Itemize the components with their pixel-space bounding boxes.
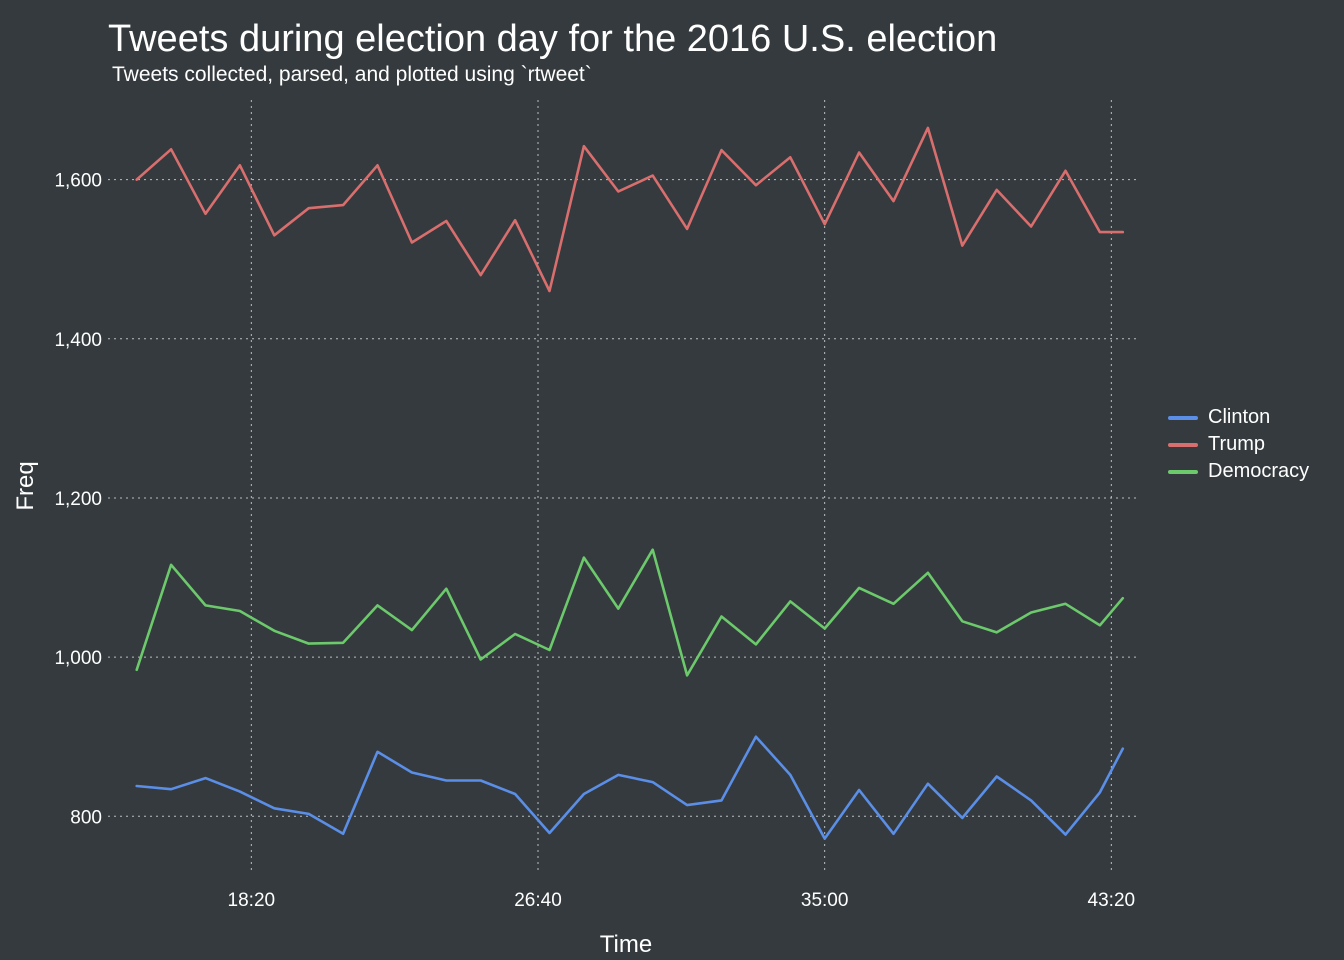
series-line-democracy [135, 548, 1125, 677]
legend-key-clinton [1168, 415, 1198, 420]
x-tick-label: 26:40 [514, 890, 562, 911]
grid-lines [108, 100, 1140, 872]
legend-item-trump: Trump [1168, 431, 1309, 458]
y-axis-label: Freq [12, 461, 39, 510]
chart-subtitle: Tweets collected, parsed, and plotted us… [112, 63, 592, 86]
legend-label-trump: Trump [1208, 433, 1266, 455]
legend-item-democracy: Democracy [1168, 458, 1309, 485]
y-tick-label: 800 [70, 807, 102, 828]
y-tick-label: 1,600 [54, 171, 102, 192]
y-tick-label: 1,200 [54, 489, 102, 510]
y-tick-label: 1,400 [54, 330, 102, 351]
x-tick-label: 43:20 [1088, 890, 1136, 911]
legend-key-democracy [1168, 469, 1198, 474]
legend-label-clinton: Clinton [1208, 406, 1271, 428]
x-axis-label: Time [600, 931, 652, 958]
x-tick-labels: 18:20 26:40 35:00 43:20 [228, 890, 1136, 911]
series-line-trump [135, 126, 1125, 293]
legend-label-democracy: Democracy [1208, 460, 1310, 482]
y-tick-label: 1,000 [54, 648, 102, 669]
legend: Clinton Trump Democracy [1168, 404, 1309, 485]
series-line-clinton [135, 735, 1125, 840]
y-tick-labels: 800 1,000 1,200 1,400 1,600 [54, 171, 102, 829]
legend-item-clinton: Clinton [1168, 404, 1309, 431]
x-tick-label: 35:00 [801, 890, 849, 911]
series-lines [135, 126, 1125, 840]
legend-key-trump [1168, 442, 1198, 447]
chart-title: Tweets during election day for the 2016 … [108, 18, 998, 60]
x-tick-label: 18:20 [228, 890, 276, 911]
